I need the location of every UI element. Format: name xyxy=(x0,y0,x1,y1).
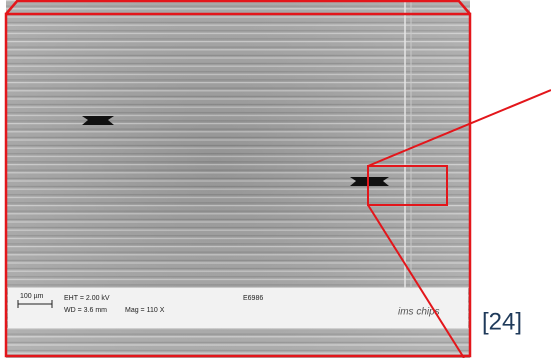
scale-bar-label: 100 µm xyxy=(20,293,44,300)
figure: 100 µm EHT = 2.00 kV WD = 3.6 mm Mag = 1… xyxy=(0,0,551,358)
wd-label: WD = 3.6 mm xyxy=(64,307,107,314)
sample-id: E6986 xyxy=(243,295,263,302)
sem-image: 100 µm EHT = 2.00 kV WD = 3.6 mm Mag = 1… xyxy=(6,0,470,358)
eht-label: EHT = 2.00 kV xyxy=(64,295,110,302)
defect xyxy=(350,177,389,186)
page: 100 µm EHT = 2.00 kV WD = 3.6 mm Mag = 1… xyxy=(0,0,551,358)
citation: [24] xyxy=(482,308,522,335)
mag-label: Mag = 110 X xyxy=(125,307,165,314)
